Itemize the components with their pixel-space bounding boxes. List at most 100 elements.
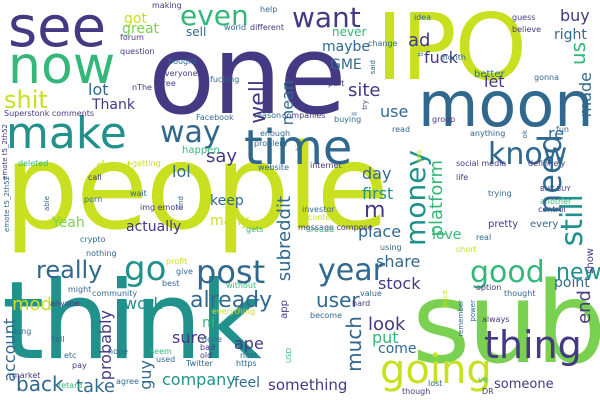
word-buy-buy: BUY BUY	[540, 185, 571, 193]
word-anyone: anyone	[50, 299, 80, 308]
word-back: back	[16, 372, 64, 396]
word-group: group	[432, 115, 456, 124]
word-ok: ok	[521, 130, 529, 139]
word-another: another	[540, 197, 572, 206]
word-lt: lt	[417, 52, 425, 57]
word-market: market	[12, 371, 41, 380]
word-maybe: maybe	[322, 39, 371, 55]
word-know: know	[488, 137, 568, 172]
word-show: show	[585, 248, 596, 274]
word-m: m	[364, 198, 386, 223]
word-happen: happen	[182, 145, 220, 156]
word-gonna: gonna	[534, 73, 560, 82]
word-think: think	[2, 259, 262, 384]
word-yes: yes	[415, 150, 423, 163]
word-idea: idea	[414, 13, 432, 22]
word-social-media: social media	[456, 159, 507, 168]
word-want: want	[292, 1, 361, 34]
word-see: see	[8, 0, 107, 60]
word-website: website	[258, 163, 289, 172]
word-shit: shit	[4, 86, 48, 114]
word-moon: moon	[418, 68, 594, 141]
word-big: big	[295, 140, 303, 151]
word-put: put	[372, 328, 399, 347]
word-porn: porn	[84, 195, 103, 204]
word-probably: probably	[96, 310, 115, 381]
word-used: used	[156, 355, 176, 364]
word-next: next	[240, 351, 258, 360]
word-now: now	[8, 36, 116, 96]
word-mod: mod	[12, 294, 52, 315]
word-bad: bad	[200, 343, 216, 352]
word-thought: thought	[504, 289, 536, 298]
word-usd: USD	[285, 348, 293, 363]
word-community: community	[92, 289, 138, 298]
word-dont: don t	[96, 159, 133, 175]
word-message-compose: message compose	[298, 223, 373, 232]
word-able: able	[43, 196, 51, 211]
word-trying: trying	[488, 189, 512, 198]
word-getting: getting	[132, 159, 161, 168]
word-try: try	[361, 100, 369, 110]
word-someone: someone	[494, 377, 554, 392]
word-call: call	[88, 173, 102, 182]
word-emote-b: emote t5_2th52	[3, 176, 11, 232]
word-lost: lost	[428, 379, 443, 388]
word-ve: ve	[478, 375, 488, 384]
word-one: one	[148, 11, 347, 139]
word-content: content	[308, 213, 339, 222]
word-ape: ape	[234, 334, 264, 353]
word-hard: hard	[352, 299, 371, 308]
word-always: always	[482, 315, 510, 324]
word-first: first	[362, 184, 394, 203]
word-guess: guess	[512, 13, 536, 22]
word-forum: forum	[120, 33, 144, 42]
word-app: app	[279, 300, 290, 319]
word-bought: bought	[168, 57, 197, 66]
word-month: month	[440, 53, 466, 62]
word-actually: actually	[126, 219, 182, 235]
word-yeah: Yeah	[52, 215, 85, 231]
word-world: world	[224, 23, 247, 32]
word-deleted: deleted	[18, 159, 49, 168]
word-value: value	[360, 289, 382, 298]
word-buying: buying	[334, 115, 362, 124]
word-use: use	[380, 102, 409, 121]
word-emote-a: emote t5_2th52	[1, 124, 9, 180]
word-enough: enough	[260, 129, 291, 138]
word-give: give	[176, 267, 193, 276]
word-come: come	[378, 341, 417, 357]
word-got: got	[124, 11, 147, 27]
word-go: go	[124, 249, 167, 289]
word-seem: seem	[150, 347, 172, 356]
word-companies: companies	[282, 111, 326, 120]
word-everything: everything	[212, 307, 256, 316]
word-made: made	[576, 72, 595, 118]
word-hope: hope	[108, 347, 128, 356]
word-guy: guy	[136, 360, 155, 390]
word-already: already	[190, 288, 273, 313]
word-way: way	[160, 115, 221, 150]
word-us: us	[566, 42, 590, 66]
word-mean: mean	[278, 80, 297, 126]
word-place: place	[358, 222, 402, 241]
word-share: share	[376, 252, 421, 271]
word-real: real	[476, 233, 492, 242]
word-become: become	[310, 311, 343, 320]
word-account: account	[0, 318, 19, 382]
word-feel: feel	[234, 375, 261, 391]
word-retard: retard	[58, 381, 83, 390]
word-better: better	[474, 69, 505, 80]
word-remember: remember	[457, 300, 465, 337]
word-take: take	[76, 376, 115, 397]
word-find: find	[177, 196, 185, 210]
word-option: option	[476, 283, 502, 292]
word-done: done	[202, 335, 222, 344]
word-ad: ad	[408, 30, 431, 51]
word-platform: platform	[426, 160, 447, 237]
word-said: said	[369, 60, 377, 75]
word-great: great	[122, 21, 160, 37]
word-many: many	[210, 213, 250, 229]
word-look: look	[368, 314, 406, 335]
word-img-emote: img emote	[140, 203, 184, 212]
